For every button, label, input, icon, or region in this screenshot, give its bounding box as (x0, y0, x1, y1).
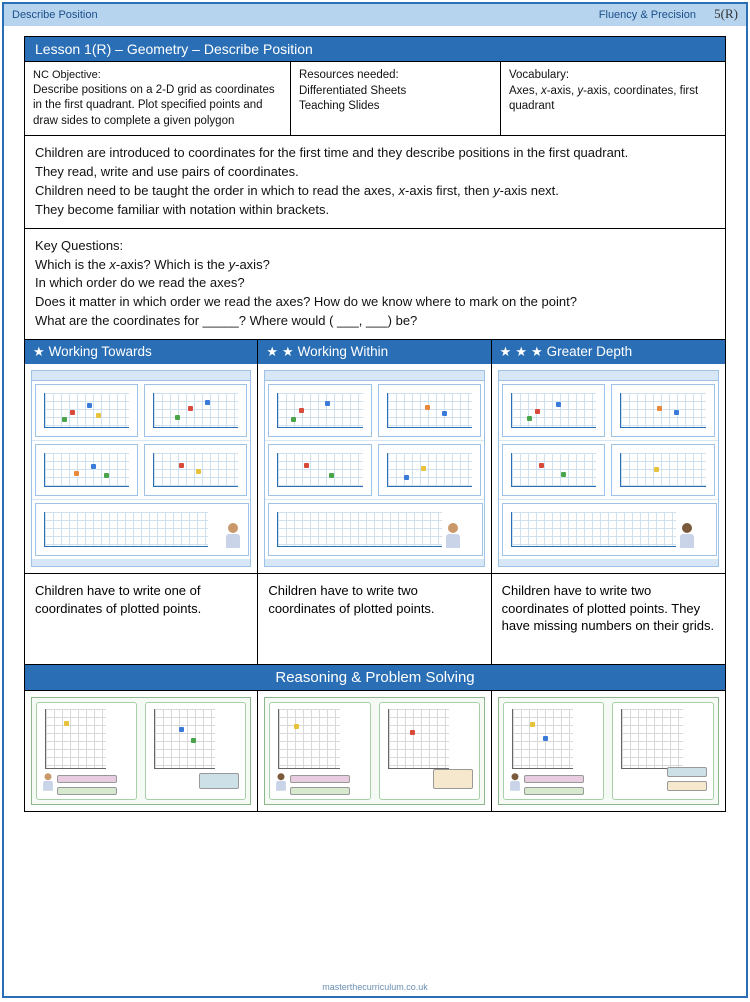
level-towards: ★ Working Towards (25, 340, 258, 664)
star-icon: ★ (500, 344, 512, 360)
star-icon: ★ (531, 344, 543, 360)
intro-l2: They read, write and use pairs of coordi… (35, 163, 715, 182)
depth-worksheet-thumb (498, 370, 719, 567)
content-area: Lesson 1(R) – Geometry – Describe Positi… (4, 26, 746, 822)
rps-thumb-3 (498, 697, 719, 805)
level-within-header: ★ ★ Working Within (258, 340, 490, 364)
objective-cell: NC Objective: Describe positions on a 2-… (25, 62, 291, 135)
level-towards-title: Working Towards (49, 344, 152, 359)
resources-text: Differentiated Sheets Teaching Slides (299, 84, 492, 115)
objective-label: NC Objective: (33, 68, 282, 83)
top-bar: Describe Position Fluency & Precision 5(… (4, 4, 746, 26)
level-depth: ★ ★ ★ Greater Depth (492, 340, 725, 664)
level-within: ★ ★ Working Within (258, 340, 491, 664)
star-icon: ★ (33, 344, 45, 360)
rps-header: Reasoning & Problem Solving (24, 665, 726, 691)
intro-l3: Children need to be taught the order in … (35, 182, 715, 201)
level-towards-header: ★ Working Towards (25, 340, 257, 364)
star-icon: ★ (266, 344, 278, 360)
level-within-title: Working Within (298, 344, 389, 359)
objective-text: Describe positions on a 2-D grid as coor… (33, 83, 282, 130)
keyq-label: Key Questions: (35, 237, 715, 256)
info-row: NC Objective: Describe positions on a 2-… (24, 61, 726, 136)
keyq-4: What are the coordinates for _____? Wher… (35, 312, 715, 331)
keyq-3: Does it matter in which order we read th… (35, 293, 715, 312)
rps-thumb-2 (264, 697, 484, 805)
star-icon: ★ (282, 344, 294, 360)
rps-row (24, 691, 726, 812)
vocab-label: Vocabulary: (509, 68, 717, 84)
lesson-title: Lesson 1(R) – Geometry – Describe Positi… (24, 36, 726, 61)
vocab-cell: Vocabulary: Axes, x-axis, y-axis, coordi… (501, 62, 725, 135)
intro-block: Children are introduced to coordinates f… (24, 136, 726, 228)
depth-desc: Children have to write two coordinates o… (492, 574, 725, 664)
towards-worksheet-thumb (31, 370, 251, 567)
resources-label: Resources needed: (299, 68, 492, 84)
intro-l1: Children are introduced to coordinates f… (35, 144, 715, 163)
rps-col-1 (25, 691, 258, 811)
towards-thumb-wrap (25, 364, 257, 574)
footer-text: masterthecurriculum.co.uk (4, 982, 746, 992)
levels-row: ★ Working Towards (24, 340, 726, 665)
header-right: Fluency & Precision (599, 9, 696, 21)
within-desc: Children have to write two coordinates o… (258, 574, 490, 664)
within-worksheet-thumb (264, 370, 484, 567)
level-depth-title: Greater Depth (547, 344, 633, 359)
rps-thumb-1 (31, 697, 251, 805)
within-thumb-wrap (258, 364, 490, 574)
level-depth-header: ★ ★ ★ Greater Depth (492, 340, 725, 364)
resources-cell: Resources needed: Differentiated Sheets … (291, 62, 501, 135)
rps-col-2 (258, 691, 491, 811)
star-icon: ★ (515, 344, 527, 360)
keyq-1: Which is the x-axis? Which is the y-axis… (35, 256, 715, 275)
towards-desc: Children have to write one of coordinate… (25, 574, 257, 664)
page: Describe Position Fluency & Precision 5(… (2, 2, 748, 998)
keyq-2: In which order do we read the axes? (35, 274, 715, 293)
keyq-block: Key Questions: Which is the x-axis? Whic… (24, 229, 726, 340)
intro-l4: They become familiar with notation withi… (35, 201, 715, 220)
rps-col-3 (492, 691, 725, 811)
page-number: 5(R) (714, 6, 738, 22)
vocab-text: Axes, x-axis, y-axis, coordinates, first… (509, 84, 717, 115)
depth-thumb-wrap (492, 364, 725, 574)
